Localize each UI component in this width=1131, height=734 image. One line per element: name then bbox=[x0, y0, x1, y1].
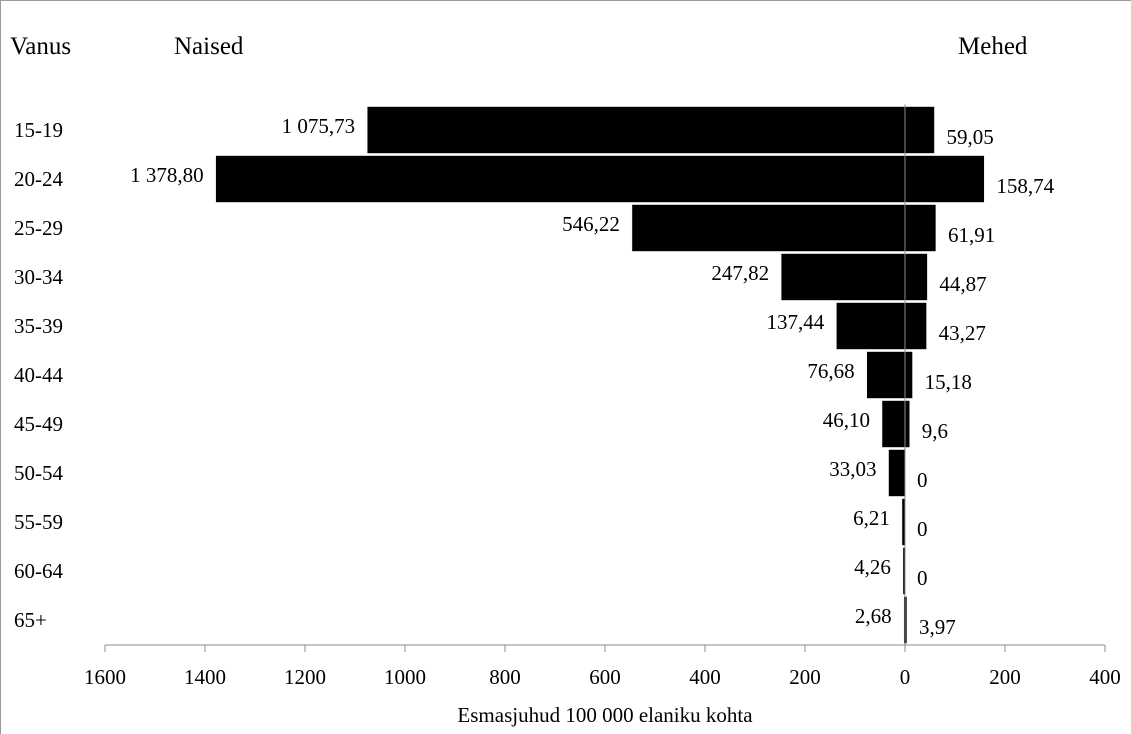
men-data-label: 61,91 bbox=[948, 223, 995, 247]
men-bar bbox=[904, 351, 913, 399]
women-data-label: 33,03 bbox=[829, 457, 876, 481]
x-tick-label: 400 bbox=[689, 665, 721, 689]
x-tick-label: 200 bbox=[789, 665, 821, 689]
men-data-label: 43,27 bbox=[939, 321, 986, 345]
bars-layer bbox=[215, 106, 985, 644]
men-data-label: 44,87 bbox=[939, 272, 986, 296]
x-tick-label: 0 bbox=[900, 665, 911, 689]
women-bar bbox=[866, 351, 906, 399]
women-bar bbox=[835, 302, 906, 350]
men-bar bbox=[904, 302, 927, 350]
men-bar bbox=[904, 253, 928, 301]
category-label: 25-29 bbox=[14, 216, 63, 240]
x-tick-label: 1400 bbox=[184, 665, 226, 689]
x-tick-label: 1000 bbox=[384, 665, 426, 689]
men-bar bbox=[904, 155, 985, 203]
women-data-label: 4,26 bbox=[854, 555, 891, 579]
women-data-label: 2,68 bbox=[855, 604, 892, 628]
men-bar bbox=[904, 106, 935, 154]
legend-men: Mehed bbox=[958, 33, 1028, 60]
x-tick-label: 800 bbox=[489, 665, 521, 689]
category-label: 60-64 bbox=[14, 559, 63, 583]
men-data-label: 59,05 bbox=[947, 125, 994, 149]
x-axis-title: Esmasjuhud 100 000 elaniku kohta bbox=[457, 703, 753, 727]
x-tick-label: 1200 bbox=[284, 665, 326, 689]
x-tick-label: 1600 bbox=[84, 665, 126, 689]
men-data-label: 0 bbox=[917, 566, 928, 590]
category-labels: 15-19 20-24 25-29 30-34 35-39 40-44 45-49 50-54… bbox=[14, 118, 63, 632]
men-bar bbox=[904, 400, 911, 448]
women-bar bbox=[881, 400, 906, 448]
x-tick-label: 600 bbox=[589, 665, 621, 689]
men-data-label: 15,18 bbox=[925, 370, 972, 394]
legend-women: Naised bbox=[174, 33, 244, 60]
men-data-label: 0 bbox=[917, 517, 928, 541]
category-label: 30-34 bbox=[14, 265, 63, 289]
women-bar bbox=[780, 253, 906, 301]
category-label: 45-49 bbox=[14, 412, 63, 436]
women-bar bbox=[631, 204, 906, 252]
data-labels-layer: 1 075,73 59,05 1 378,80 158,74 546,22 61,91 24… bbox=[130, 114, 1055, 639]
women-bar bbox=[215, 155, 906, 203]
women-data-label: 137,44 bbox=[767, 310, 825, 334]
women-data-label: 1 378,80 bbox=[130, 163, 204, 187]
women-bar bbox=[888, 449, 906, 497]
men-bar bbox=[904, 204, 937, 252]
men-data-label: 9,6 bbox=[922, 419, 948, 443]
category-label: 40-44 bbox=[14, 363, 63, 387]
x-tick-label: 400 bbox=[1089, 665, 1121, 689]
category-label: 50-54 bbox=[14, 461, 63, 485]
category-label: 15-19 bbox=[14, 118, 63, 142]
x-axis: 1600 1400 1200 1000 800 600 400 200 0 200 400 bbox=[84, 104, 1121, 689]
category-label: 55-59 bbox=[14, 510, 63, 534]
women-data-label: 247,82 bbox=[711, 261, 769, 285]
category-label: 20-24 bbox=[14, 167, 63, 191]
category-label: 65+ bbox=[14, 608, 47, 632]
women-bar bbox=[366, 106, 906, 154]
x-tick-label: 200 bbox=[989, 665, 1021, 689]
women-data-label: 1 075,73 bbox=[282, 114, 356, 138]
women-data-label: 6,21 bbox=[853, 506, 890, 530]
men-data-label: 0 bbox=[917, 468, 928, 492]
men-data-label: 158,74 bbox=[996, 174, 1054, 198]
men-data-label: 3,97 bbox=[919, 615, 956, 639]
women-data-label: 76,68 bbox=[807, 359, 854, 383]
category-axis-header: Vanus bbox=[10, 33, 72, 60]
women-data-label: 546,22 bbox=[562, 212, 620, 236]
women-data-label: 46,10 bbox=[823, 408, 870, 432]
category-label: 35-39 bbox=[14, 314, 63, 338]
